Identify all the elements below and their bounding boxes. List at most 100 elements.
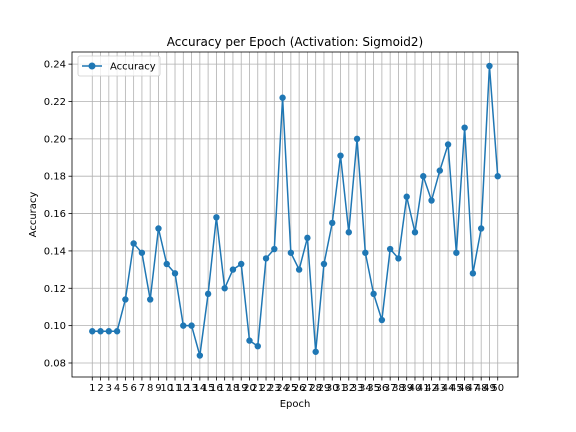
x-tick-label: 43 [433,383,446,394]
x-tick-label: 25 [284,383,297,394]
data-point [138,249,146,256]
data-point [97,328,104,335]
data-point [229,266,237,273]
x-tick-label: 50 [491,383,504,394]
data-point [337,152,344,159]
x-tick-label: 13 [185,383,198,394]
data-point [238,260,245,268]
data-point [486,62,493,70]
data-point [122,296,129,303]
data-point [370,290,377,298]
x-tick-label: 15 [202,383,215,394]
data-point [461,124,468,131]
data-point [89,328,96,335]
data-point [320,260,328,268]
data-point [312,348,319,355]
x-tick-label: 17 [218,383,231,394]
x-tick-label: 16 [210,383,223,394]
data-point [213,214,220,221]
data-point [329,219,336,227]
y-tick-label: 0.18 [44,172,66,183]
data-point [494,173,501,180]
series-line [92,65,499,356]
y-axis-ticks: 0.08 0.10 0.12 0.14 0.16 0.18 0.20 0.22 0.24 [44,60,72,369]
data-point [130,240,137,247]
data-point [420,173,427,180]
x-tick-label: 26 [293,383,306,394]
x-tick-label: 39 [400,383,413,394]
data-point [428,197,435,204]
x-tick-label: 3 [106,383,112,394]
data-point [163,260,170,268]
x-tick-label: 2 [97,383,103,394]
data-point [254,342,261,350]
plot-frame [71,51,519,378]
data-point [246,337,253,344]
data-point [180,322,187,329]
x-tick-label: 1 [89,383,95,394]
x-tick-label: 4 [114,383,120,394]
legend-marker-sample [88,62,96,70]
x-tick-label: 20 [243,383,256,394]
data-point [444,141,452,148]
data-point [188,322,195,329]
data-point [105,328,113,335]
legend-box [77,55,161,77]
x-tick-label: 31 [334,383,347,394]
x-tick-label: 27 [301,383,314,394]
x-tick-label: 36 [376,383,389,394]
y-tick-label: 0.10 [44,321,66,332]
x-tick-label: 49 [483,383,496,394]
x-axis-label: Epoch [280,399,311,410]
data-point [204,290,212,298]
x-tick-label: 34 [359,383,372,394]
x-tick-label: 21 [251,383,264,394]
data-point [378,316,386,324]
x-tick-label: 29 [318,383,331,394]
legend: Accuracy [77,55,161,77]
data-point [262,255,270,262]
x-tick-label: 23 [268,383,281,394]
legend-label: Accuracy [110,62,156,73]
x-tick-label: 10 [160,383,173,394]
x-tick-label: 18 [227,383,240,394]
data-point [345,229,352,236]
data-point [171,270,179,277]
y-tick-label: 0.16 [44,209,66,220]
x-tick-label: 7 [139,383,145,394]
x-tick-label: 48 [475,383,488,394]
data-point [113,328,121,335]
x-tick-label: 33 [351,383,364,394]
y-tick-label: 0.14 [44,246,66,257]
data-point [436,167,444,174]
x-tick-label: 32 [342,383,355,394]
data-point [353,135,361,143]
y-axis-label: Accuracy [28,192,39,238]
y-tick-label: 0.12 [44,284,66,295]
y-tick-label: 0.08 [44,358,66,369]
x-tick-label: 24 [276,383,289,394]
series-accuracy [89,62,501,359]
data-point [287,249,295,256]
data-point [304,234,311,242]
data-point [403,193,410,200]
data-point [271,245,278,253]
data-point [477,225,485,232]
data-point [362,249,369,256]
data-point [295,266,303,273]
x-tick-label: 11 [169,383,182,394]
data-point [279,94,286,101]
data-point [411,229,419,236]
data-point [469,270,477,277]
x-tick-label: 9 [155,383,161,394]
data-point [386,245,394,253]
x-tick-label: 19 [235,383,248,394]
x-tick-label: 30 [326,383,339,394]
x-tick-label: 5 [122,383,128,394]
y-tick-label: 0.20 [44,134,66,145]
x-tick-label: 44 [442,383,455,394]
data-point [221,285,228,292]
data-point [146,296,154,303]
y-tick-label: 0.24 [44,60,66,71]
y-tick-label: 0.22 [44,97,66,108]
